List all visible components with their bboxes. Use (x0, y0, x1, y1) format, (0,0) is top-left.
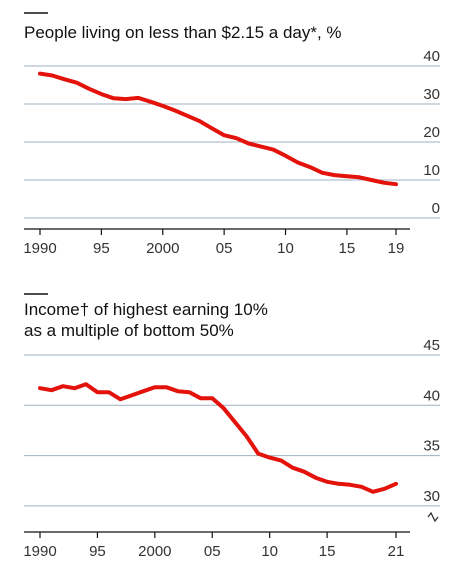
series-lines (38, 382, 398, 494)
y-tick-label: 30 (423, 86, 440, 103)
series-line (38, 382, 398, 494)
panel-income: Income† of highest earning 10% as a mult… (23, 293, 440, 560)
x-tick-label: 15 (319, 543, 336, 560)
y-tick-label: 45 (423, 337, 440, 354)
y-tick-labels: 45 40 35 30 (423, 337, 440, 505)
y-tick-label: 35 (423, 438, 440, 455)
x-tick-label: 10 (277, 240, 294, 257)
chart-title-poverty: People living on less than $2.15 a day*,… (24, 23, 342, 42)
x-tick-label: 2000 (146, 240, 179, 257)
y-tick-label: 40 (423, 387, 440, 404)
y-tick-label: 40 (423, 48, 440, 65)
gridlines (24, 354, 440, 507)
series-lines (38, 71, 398, 187)
x-ticks: 1990 95 2000 05 10 15 19 (23, 229, 404, 257)
x-tick-label: 95 (89, 543, 106, 560)
chart-title-income-line-2: as a multiple of bottom 50% (24, 321, 234, 340)
x-tick-label: 05 (216, 240, 233, 257)
x-tick-label: 19 (388, 240, 405, 257)
y-tick-label: 10 (423, 162, 440, 179)
axis-break-icon (427, 511, 439, 523)
y-tick-labels: 40 30 20 10 0 (423, 48, 440, 217)
x-tick-label: 10 (261, 543, 278, 560)
x-tick-label: 1990 (23, 543, 56, 560)
x-tick-label: 05 (204, 543, 221, 560)
gridlines (24, 65, 440, 219)
x-tick-label: 95 (93, 240, 110, 257)
y-tick-label: 0 (432, 200, 440, 217)
chart-title-income-line-1: Income† of highest earning 10% (24, 300, 268, 319)
x-tick-label: 15 (339, 240, 356, 257)
x-tick-label: 1990 (23, 240, 56, 257)
panel-poverty: People living on less than $2.15 a day*,… (23, 12, 440, 257)
y-tick-label: 30 (423, 488, 440, 505)
x-ticks: 1990 95 2000 05 10 15 21 (23, 532, 404, 560)
x-tick-label: 21 (388, 543, 405, 560)
series-line (38, 71, 398, 187)
x-tick-label: 2000 (138, 543, 171, 560)
y-tick-label: 20 (423, 124, 440, 141)
